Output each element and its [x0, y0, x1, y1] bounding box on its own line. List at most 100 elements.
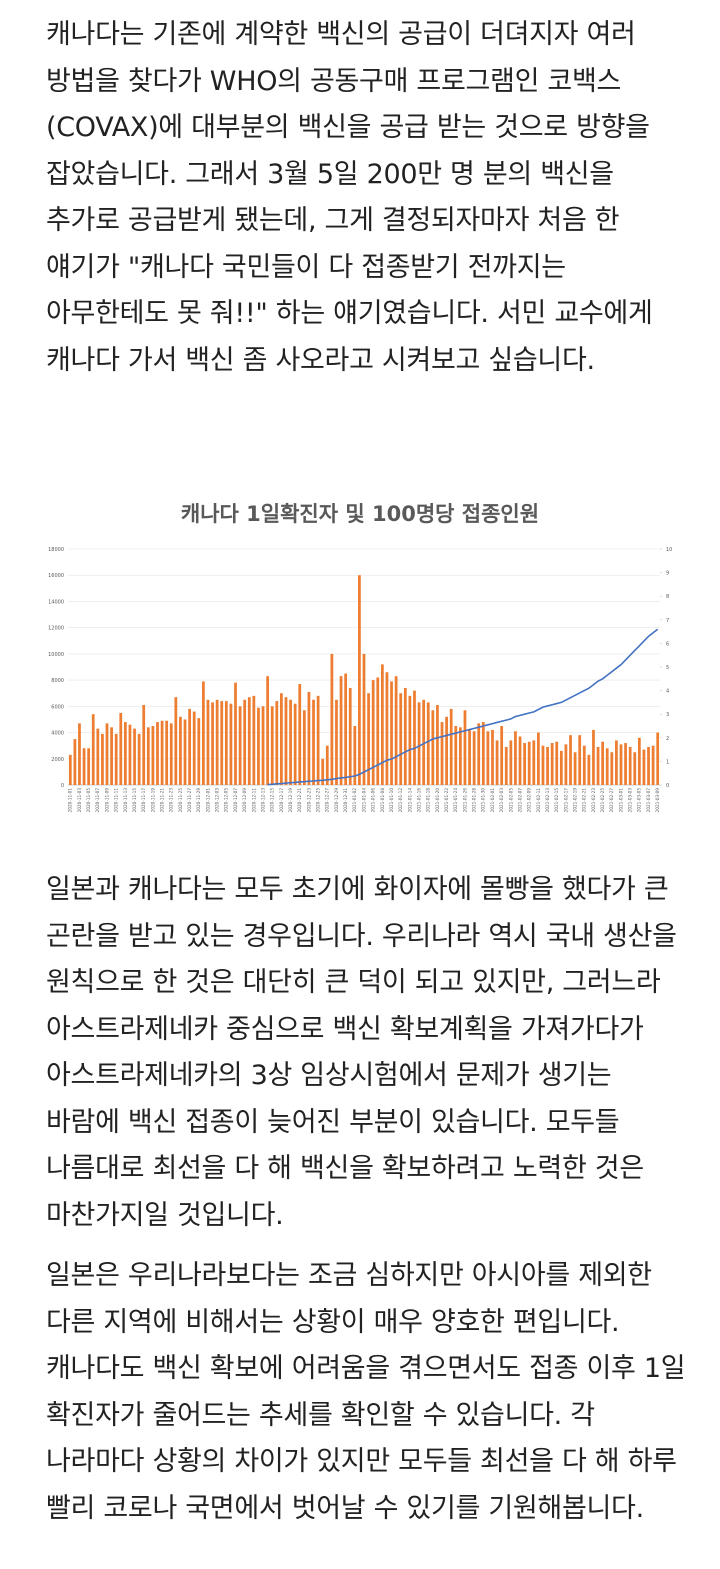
bar	[330, 653, 334, 785]
bar	[445, 716, 448, 785]
y-tick-label: 16000	[48, 573, 64, 579]
bar	[192, 711, 196, 785]
bar	[413, 690, 416, 785]
x-tick-label: 2020-11-21	[159, 788, 164, 813]
x-tick-label: 2021-01-16	[416, 788, 421, 813]
x-tick-label: 2020-12-31	[343, 788, 348, 813]
bar	[114, 733, 118, 785]
x-tick-label: 2020-12-15	[270, 788, 275, 813]
bar	[647, 746, 650, 785]
bar	[550, 743, 554, 785]
bar	[491, 729, 494, 785]
bar	[394, 676, 398, 785]
x-tick-label: 2021-02-17	[563, 788, 568, 813]
bar	[454, 726, 458, 785]
bar	[110, 727, 113, 785]
x-tick-label: 2021-01-10	[389, 788, 394, 813]
bar	[358, 575, 361, 785]
bar	[504, 746, 508, 785]
x-tick-label: 2020-11-11	[114, 788, 119, 813]
bar	[651, 745, 655, 785]
bar	[284, 697, 288, 785]
bar	[468, 729, 471, 785]
bar	[252, 695, 256, 785]
bar	[348, 687, 352, 785]
bar	[257, 707, 260, 785]
x-tick-label: 2021-01-06	[371, 788, 376, 813]
bar	[601, 741, 605, 785]
bar	[119, 712, 123, 785]
bar	[224, 701, 228, 785]
bar	[518, 736, 522, 785]
bar	[353, 726, 357, 785]
y2-tick-label: 8	[666, 594, 669, 600]
x-tick-label: 2020-11-27	[187, 788, 192, 813]
bar	[156, 722, 159, 785]
bar	[220, 701, 224, 785]
bar	[532, 740, 536, 785]
x-tick-label: 2020-11-29	[196, 788, 201, 813]
bar	[188, 708, 191, 785]
y2-tick-label: 3	[666, 712, 669, 718]
x-tick-label: 2020-12-17	[279, 788, 284, 813]
bar	[289, 699, 292, 785]
bar	[587, 754, 591, 785]
bar	[500, 726, 504, 785]
paragraph: 캐나다는 기존에 계약한 백신의 공급이 더뎌지자 여러 방법을 찾다가 WHO…	[46, 19, 653, 376]
bar	[165, 720, 169, 785]
x-tick-label: 2021-03-01	[618, 788, 623, 813]
bar	[371, 680, 375, 785]
x-tick-label: 2020-12-23	[306, 788, 311, 813]
bar	[128, 724, 132, 785]
bar	[527, 741, 531, 785]
x-tick-label: 2020-12-27	[325, 788, 330, 813]
bar	[211, 702, 214, 785]
bar	[624, 743, 627, 785]
y-tick-label: 4000	[51, 731, 64, 737]
bar	[312, 699, 315, 785]
bar	[68, 754, 72, 785]
x-tick-label: 2021-02-15	[554, 788, 559, 813]
bar	[293, 703, 297, 785]
y-tick-label: 14000	[48, 599, 64, 605]
bar	[403, 687, 407, 785]
x-tick-label: 2020-11-25	[178, 788, 183, 813]
x-tick-label: 2021-01-02	[352, 788, 357, 813]
x-tick-label: 2021-02-19	[573, 788, 578, 813]
bar	[270, 706, 274, 785]
x-tick-label: 2021-02-05	[508, 788, 513, 813]
bar	[87, 748, 91, 785]
x-tick-label: 2020-12-29	[334, 788, 339, 813]
bar	[399, 693, 403, 785]
y2-tick-label: 2	[666, 736, 669, 742]
bar	[615, 740, 618, 785]
x-tick-label: 2021-03-03	[628, 788, 633, 813]
bar	[376, 677, 380, 785]
x-tick-label: 2020-11-17	[141, 788, 146, 813]
x-tick-label: 2021-03-05	[637, 788, 642, 813]
bar	[569, 735, 572, 785]
bar	[142, 705, 146, 785]
y2-tick-label: 1	[666, 759, 669, 765]
chart: 캐나다 1일확진자 및 100명당 접종인원 0 2000 4000 6000 8000…	[48, 502, 672, 813]
bar	[426, 702, 430, 785]
bar	[449, 708, 453, 785]
y-tick-label: 2000	[51, 757, 64, 763]
bar	[197, 718, 201, 785]
x-tick-label: 2020-12-05	[224, 788, 229, 813]
x-tick-label: 2021-02-13	[545, 788, 550, 813]
bar	[316, 695, 320, 785]
bar	[495, 740, 499, 785]
bar	[325, 745, 329, 785]
x-tick-label: 2021-02-21	[582, 788, 587, 813]
chart-title: 캐나다 1일확진자 및 100명당 접종인원	[181, 502, 539, 526]
bar	[266, 676, 270, 785]
bar	[637, 737, 641, 785]
bar	[183, 719, 187, 785]
x-tick-label: 2020-12-21	[297, 788, 302, 813]
y2-tick-label: 5	[666, 665, 669, 671]
y2-tick-label: 4	[666, 689, 669, 695]
y2-tick-label: 6	[666, 641, 669, 647]
bar	[339, 676, 343, 785]
